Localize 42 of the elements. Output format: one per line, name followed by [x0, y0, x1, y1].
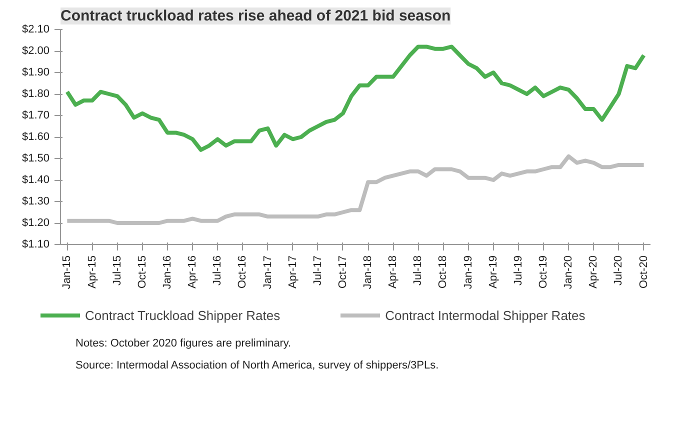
- chart-title: Contract truckload rates rise ahead of 2021 bid season: [60, 8, 451, 24]
- x-tick-label: Jan-16: [161, 255, 174, 290]
- y-tick-label: $1.40: [22, 174, 50, 186]
- y-tick-label: $2.00: [22, 45, 50, 57]
- y-tick-label: $1.70: [22, 110, 50, 122]
- x-tick-label: Jul-19: [512, 255, 524, 286]
- x-tick-label: Oct-19: [538, 255, 550, 289]
- x-tick-label: Jan-18: [362, 255, 374, 290]
- source-note: Source: Intermodal Association of North America, survey of shippers/3PLs.: [76, 360, 439, 372]
- x-tick-label: Apr-16: [186, 255, 199, 289]
- x-tick-label: Oct-15: [136, 255, 148, 289]
- x-tick-label: Apr-15: [86, 255, 98, 289]
- x-tick-label: Jul-20: [612, 255, 625, 286]
- x-tick-label: Jan-17: [262, 255, 274, 290]
- x-tick-label: Jul-17: [312, 255, 324, 286]
- y-tick-label: $1.90: [22, 66, 50, 78]
- x-tick-label: Oct-18: [437, 255, 450, 289]
- x-tick-label: Jan-15: [61, 255, 74, 290]
- legend-label: Contract Truckload Shipper Rates: [85, 308, 280, 322]
- x-tick-label: Oct-17: [336, 255, 349, 289]
- y-tick-label: $1.10: [22, 238, 50, 250]
- y-tick-label: $1.50: [22, 152, 50, 164]
- text: Notes: October 2020 figures are preliminary.: [76, 338, 292, 350]
- x-tick-label: Jan-20: [562, 255, 575, 290]
- y-tick-label: $1.20: [22, 217, 50, 229]
- x-tick-label: Apr-20: [588, 255, 600, 289]
- y-tick-label: $2.10: [22, 24, 50, 36]
- x-tick-label: Jan-19: [462, 255, 474, 290]
- x-tick-label: Oct-20: [638, 255, 650, 289]
- x-tick-label: Jul-18: [412, 255, 424, 286]
- x-tick-label: Apr-17: [286, 255, 299, 289]
- y-tick-label: $1.30: [22, 196, 50, 208]
- y-tick-label: $1.60: [22, 131, 50, 143]
- line-series: [65, 44, 646, 152]
- x-tick-label: Apr-18: [387, 255, 400, 289]
- x-tick-label: Jul-15: [111, 255, 124, 286]
- x-tick-label: Jul-16: [212, 255, 224, 286]
- line-series: [65, 154, 646, 225]
- x-tick-label: Apr-19: [487, 255, 500, 289]
- y-tick-label: $1.80: [22, 88, 50, 100]
- x-tick-label: Oct-16: [236, 255, 249, 289]
- legend-label: Contract Intermodal Shipper Rates: [385, 308, 586, 322]
